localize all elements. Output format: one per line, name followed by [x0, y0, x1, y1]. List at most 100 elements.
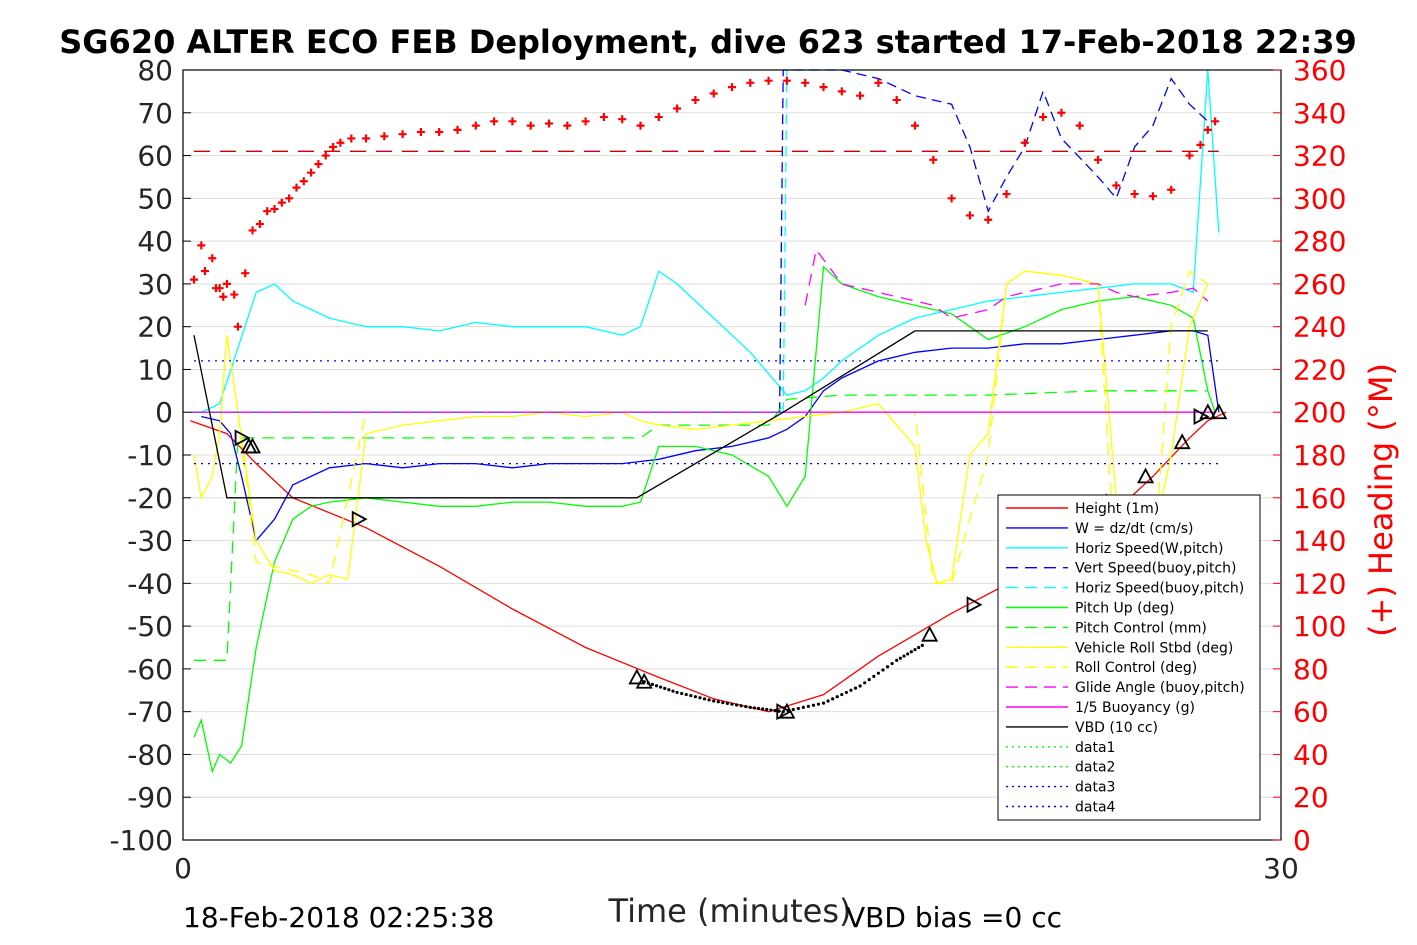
depth-sample-point: [748, 705, 752, 709]
heading-point: [1130, 190, 1139, 199]
heading-point: [270, 205, 279, 214]
heading-point: [856, 91, 865, 100]
heading-point: [299, 177, 308, 186]
heading-point: [508, 117, 517, 126]
depth-sample-point: [801, 705, 805, 709]
depth-sample-point: [773, 708, 777, 713]
depth-sample-point: [659, 685, 663, 689]
depth-sample-point: [840, 692, 844, 697]
legend-box: [997, 494, 1261, 821]
heading-point: [248, 226, 257, 235]
left-tick-label: -80: [127, 738, 173, 771]
depth-sample-point: [675, 690, 679, 695]
depth-sample-point: [680, 691, 684, 696]
series-line-w: [201, 330, 1220, 543]
depth-sample-point: [811, 703, 816, 707]
legend-label: data3: [1075, 780, 1115, 796]
depth-sample-point: [853, 686, 858, 690]
right-tick-label: 0: [1293, 824, 1311, 857]
heading-point: [329, 143, 338, 151]
heading-point: [1039, 113, 1048, 122]
heading-point: [1020, 138, 1029, 147]
heading-point: [292, 183, 301, 192]
footer-timestamp: 18-Feb-2018 02:25:38: [183, 901, 494, 934]
heading-point: [801, 78, 810, 87]
depth-sample-point: [913, 648, 917, 652]
series-line-glide: [804, 248, 1209, 319]
heading-point: [336, 138, 345, 147]
chart-title: SG620 ALTER ECO FEB Deployment, dive 623…: [59, 23, 1357, 61]
heading-point: [746, 78, 755, 87]
depth-sample-point: [725, 701, 730, 705]
heading-point: [563, 121, 572, 130]
left-tick-label: -30: [127, 525, 173, 558]
depth-sample-point: [702, 697, 707, 701]
depth-sample-point: [867, 677, 871, 682]
depth-sample-point: [684, 692, 688, 697]
left-y-axis: 80 70 60 50 40 30 20 10 0 -10 -20 -30 -40 -50 -60 -70 -8…: [109, 54, 191, 857]
left-tick-label: 30: [137, 268, 173, 301]
depth-sample-point: [906, 652, 910, 656]
x-axis: 0 30: [174, 832, 1299, 885]
left-tick-label: -90: [127, 781, 173, 814]
heading-point: [215, 284, 224, 293]
left-tick-label: 70: [137, 97, 173, 130]
heading-point: [892, 95, 901, 104]
heading-point: [526, 121, 535, 130]
turn-marker: [776, 703, 793, 721]
heading-point: [1002, 190, 1011, 199]
depth-sample-point: [826, 699, 830, 703]
legend-label: W = dz/dt (cm/s): [1075, 521, 1194, 537]
right-tick-label: 240: [1293, 311, 1346, 344]
legend-label: data1: [1075, 740, 1115, 756]
depth-sample-point: [698, 696, 702, 700]
legend-label: 1/5 Buoyancy (g): [1075, 700, 1195, 716]
legend-label: Height (1m): [1075, 501, 1159, 517]
heading-point: [654, 113, 663, 122]
depth-sample-point: [769, 708, 773, 712]
heading-point: [782, 76, 791, 85]
heading-point: [347, 134, 356, 143]
right-tick-label: 300: [1293, 182, 1346, 215]
x-axis-label: Time (minutes): [608, 892, 852, 930]
heading-point: [380, 132, 389, 141]
depth-sample-point: [796, 706, 800, 711]
turn-marker: [1137, 467, 1155, 484]
heading-point: [673, 104, 682, 113]
depth-sample-point: [872, 674, 876, 678]
heading-point: [1196, 140, 1205, 149]
depth-sample-point: [671, 689, 675, 693]
depth-sample-point: [712, 699, 716, 703]
right-y-axis: 3603403203002802602402202001801601401201…: [1273, 54, 1346, 857]
turn-marker: [966, 596, 983, 614]
heading-point: [200, 267, 209, 276]
legend-label: data2: [1075, 760, 1115, 776]
heading-point: [1112, 181, 1121, 190]
turn-marker: [628, 668, 646, 685]
depth-sample-point: [693, 695, 698, 699]
depth-sample-point: [831, 697, 835, 701]
right-tick-label: 120: [1293, 567, 1346, 600]
right-tick-label: 340: [1293, 97, 1346, 130]
depth-sample-point: [863, 681, 867, 685]
depth-sample-point: [734, 703, 739, 707]
depth-sample-point: [902, 654, 906, 658]
heading-point: [208, 254, 217, 263]
heading-point: [947, 194, 956, 203]
heading-point: [1148, 192, 1157, 201]
left-tick-label: 60: [137, 140, 173, 173]
left-tick-label: 0: [155, 396, 173, 429]
right-tick-label: 260: [1293, 268, 1346, 301]
right-tick-label: 320: [1293, 140, 1346, 173]
turn-marker: [234, 429, 251, 447]
turn-marker: [921, 625, 939, 642]
depth-sample-point: [777, 709, 781, 713]
heading-point: [233, 322, 242, 331]
heading-point: [435, 128, 444, 137]
heading-point: [362, 134, 370, 143]
legend-label: Horiz Speed(W,pitch): [1075, 541, 1223, 557]
heading-point: [965, 211, 974, 220]
left-tick-label: 10: [137, 353, 173, 386]
left-tick-label: 40: [137, 225, 173, 258]
